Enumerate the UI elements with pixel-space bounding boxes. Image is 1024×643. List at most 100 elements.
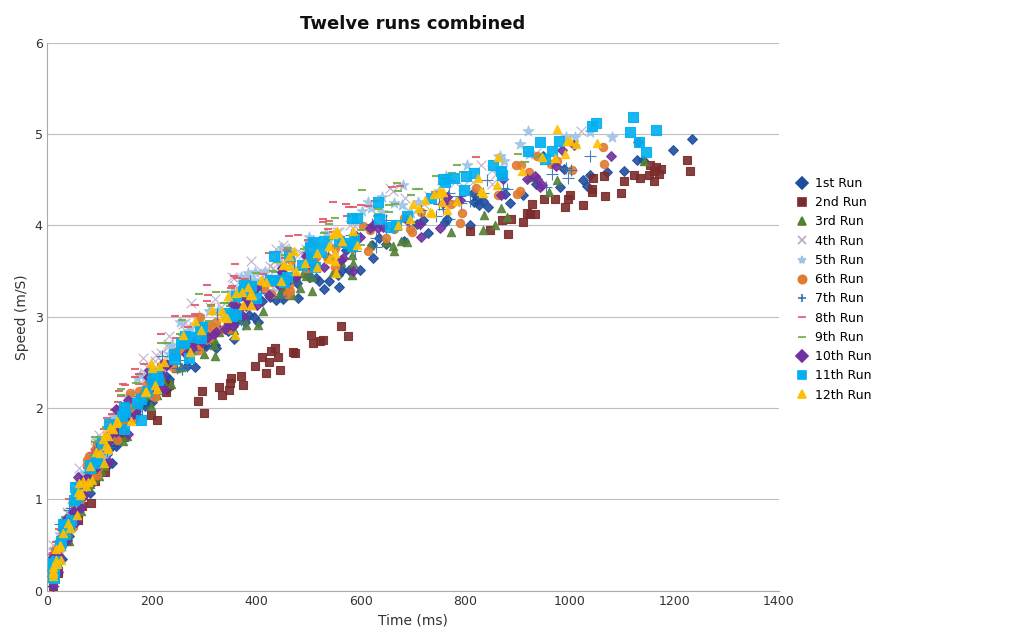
3rd Run xyxy=(206,333,222,343)
2nd Run xyxy=(190,395,207,406)
4th Run xyxy=(74,481,90,491)
1st Run xyxy=(186,361,203,372)
10th Run xyxy=(154,359,170,369)
1st Run xyxy=(53,554,70,564)
7th Run xyxy=(172,356,188,366)
1st Run xyxy=(137,401,154,412)
11th Run xyxy=(58,521,75,531)
4th Run xyxy=(148,350,165,360)
11th Run xyxy=(544,146,560,156)
4th Run xyxy=(397,193,414,203)
5th Run xyxy=(56,527,73,537)
12th Run xyxy=(297,258,313,269)
12th Run xyxy=(215,312,231,322)
3rd Run xyxy=(344,257,360,267)
4th Run xyxy=(331,227,347,237)
4th Run xyxy=(465,177,481,187)
3rd Run xyxy=(105,414,122,424)
2nd Run xyxy=(648,162,665,172)
1st Run xyxy=(128,406,144,416)
4th Run xyxy=(71,462,87,473)
10th Run xyxy=(148,376,165,386)
6th Run xyxy=(44,563,60,573)
6th Run xyxy=(345,242,361,253)
7th Run xyxy=(47,570,63,580)
3rd Run xyxy=(361,240,378,250)
1st Run xyxy=(502,197,518,208)
12th Run xyxy=(187,316,204,326)
10th Run xyxy=(431,223,447,233)
3rd Run xyxy=(486,220,503,230)
9th Run xyxy=(46,562,58,570)
7th Run xyxy=(499,184,515,194)
11th Run xyxy=(423,193,439,203)
1st Run xyxy=(615,166,632,176)
7th Run xyxy=(54,536,71,546)
2nd Run xyxy=(269,352,286,362)
12th Run xyxy=(108,419,124,429)
2nd Run xyxy=(632,173,648,183)
6th Run xyxy=(299,248,315,258)
8th Run xyxy=(322,226,334,233)
7th Run xyxy=(44,577,60,587)
5th Run xyxy=(124,391,140,401)
5th Run xyxy=(88,461,104,471)
5th Run xyxy=(105,411,122,421)
5th Run xyxy=(119,391,135,401)
5th Run xyxy=(165,344,181,354)
7th Run xyxy=(242,276,258,286)
5th Run xyxy=(44,570,60,581)
10th Run xyxy=(217,323,233,334)
12th Run xyxy=(233,287,250,298)
5th Run xyxy=(210,304,226,314)
3rd Run xyxy=(239,320,255,330)
10th Run xyxy=(80,473,96,483)
10th Run xyxy=(243,297,259,307)
7th Run xyxy=(440,192,457,202)
10th Run xyxy=(412,219,428,229)
4th Run xyxy=(223,272,240,282)
6th Run xyxy=(120,405,136,415)
5th Run xyxy=(65,495,81,505)
10th Run xyxy=(366,220,382,230)
10th Run xyxy=(108,404,124,414)
7th Run xyxy=(250,281,266,291)
12th Run xyxy=(421,206,437,217)
10th Run xyxy=(50,550,67,560)
1st Run xyxy=(465,188,481,198)
5th Run xyxy=(374,192,390,203)
4th Run xyxy=(262,261,279,271)
12th Run xyxy=(325,229,341,239)
5th Run xyxy=(44,557,60,567)
11th Run xyxy=(191,322,208,332)
11th Run xyxy=(172,338,188,348)
6th Run xyxy=(403,227,420,237)
12th Run xyxy=(272,276,289,286)
9th Run xyxy=(512,150,524,158)
1st Run xyxy=(134,397,151,408)
12th Run xyxy=(91,448,108,458)
4th Run xyxy=(260,271,276,282)
4th Run xyxy=(147,356,164,367)
12th Run xyxy=(327,248,343,258)
3rd Run xyxy=(45,553,61,563)
6th Run xyxy=(146,392,163,402)
5th Run xyxy=(437,171,454,181)
6th Run xyxy=(283,255,299,265)
6th Run xyxy=(54,537,71,547)
2nd Run xyxy=(148,415,165,426)
7th Run xyxy=(431,199,447,210)
3rd Run xyxy=(233,280,250,291)
11th Run xyxy=(44,570,60,580)
12th Run xyxy=(73,488,89,498)
5th Run xyxy=(233,272,250,282)
12th Run xyxy=(110,415,126,426)
6th Run xyxy=(73,495,89,505)
7th Run xyxy=(44,571,60,581)
4th Run xyxy=(307,235,324,245)
12th Run xyxy=(534,152,550,162)
10th Run xyxy=(223,316,240,327)
10th Run xyxy=(271,272,288,282)
10th Run xyxy=(127,408,143,419)
7th Run xyxy=(428,212,444,222)
